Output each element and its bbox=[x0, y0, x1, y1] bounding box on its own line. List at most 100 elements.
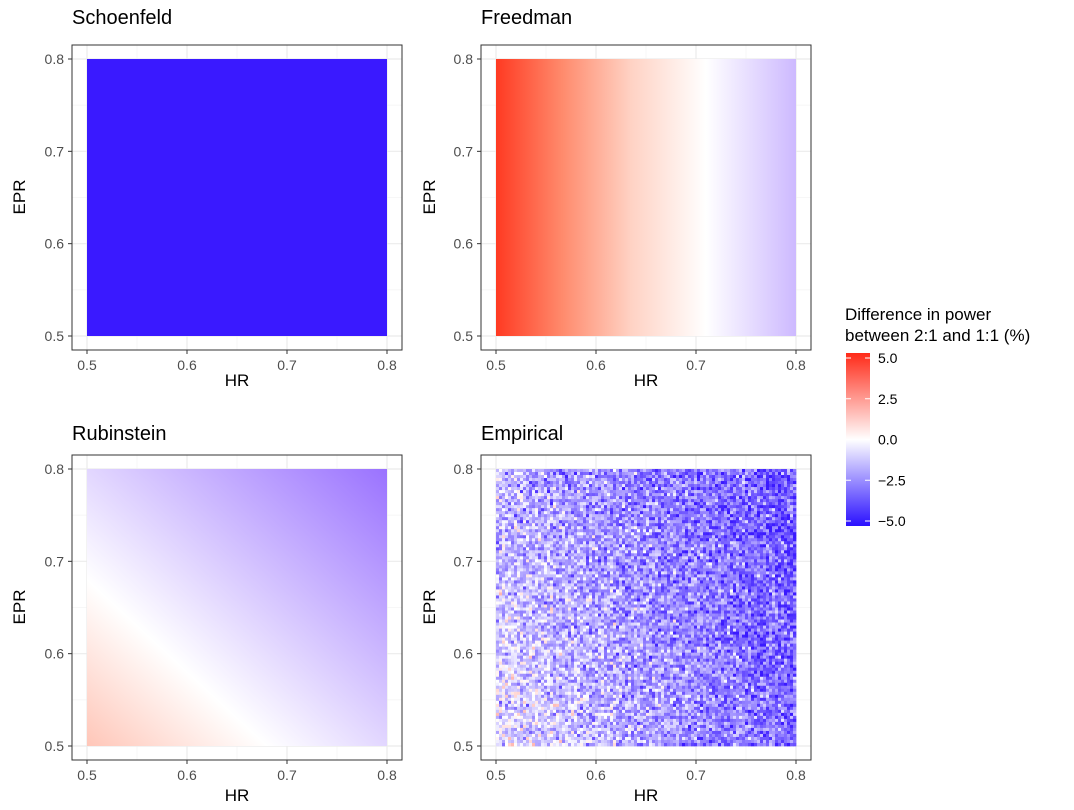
heatmap-cell bbox=[523, 583, 527, 587]
heatmap-cell bbox=[679, 526, 683, 530]
heatmap-cell bbox=[715, 589, 719, 593]
heatmap-cell bbox=[598, 610, 602, 614]
heatmap-cell bbox=[502, 592, 506, 596]
heatmap-cell bbox=[778, 502, 782, 506]
heatmap-cell bbox=[673, 610, 677, 614]
heatmap-cell bbox=[742, 484, 746, 488]
heatmap-cell bbox=[697, 472, 701, 476]
heatmap-cell bbox=[613, 595, 617, 599]
heatmap-cell bbox=[673, 571, 677, 575]
heatmap-cell bbox=[754, 472, 758, 476]
heatmap-cell bbox=[670, 607, 674, 611]
heatmap-cell bbox=[688, 565, 692, 569]
heatmap-cell bbox=[727, 604, 731, 608]
heatmap-cell bbox=[538, 604, 542, 608]
heatmap-cell bbox=[727, 610, 731, 614]
heatmap-cell bbox=[619, 469, 623, 473]
heatmap-cell bbox=[760, 589, 764, 593]
heatmap-cell bbox=[751, 610, 755, 614]
heatmap-cell bbox=[547, 559, 551, 563]
heatmap-cell bbox=[574, 556, 578, 560]
heatmap-cell bbox=[535, 556, 539, 560]
heatmap-cell bbox=[706, 565, 710, 569]
heatmap-cell bbox=[580, 499, 584, 503]
heatmap-cell bbox=[772, 469, 776, 473]
heatmap-cell bbox=[787, 469, 791, 473]
x-tick-label: 0.7 bbox=[277, 767, 297, 783]
heatmap-cell bbox=[784, 598, 788, 602]
heatmap-cell bbox=[502, 514, 506, 518]
heatmap-cell bbox=[586, 523, 590, 527]
heatmap-cell bbox=[538, 610, 542, 614]
heatmap-cell bbox=[577, 523, 581, 527]
heatmap-cell bbox=[700, 607, 704, 611]
heatmap-cell bbox=[661, 502, 665, 506]
heatmap-cell bbox=[505, 517, 509, 521]
heatmap-cell bbox=[592, 601, 596, 605]
heatmap-cell bbox=[607, 571, 611, 575]
heatmap-cell bbox=[649, 544, 653, 548]
heatmap-cell bbox=[580, 529, 584, 533]
heatmap-cell bbox=[790, 541, 794, 545]
heatmap-cell bbox=[769, 547, 773, 551]
heatmap-cell bbox=[757, 568, 761, 572]
heatmap-cell bbox=[637, 505, 641, 509]
heatmap-cell bbox=[724, 532, 728, 536]
heatmap-cell bbox=[616, 583, 620, 587]
heatmap-cell bbox=[736, 559, 740, 563]
heatmap-cell bbox=[562, 481, 566, 485]
heatmap-cell bbox=[766, 553, 770, 557]
heatmap-cell bbox=[562, 487, 566, 491]
heatmap-cell bbox=[592, 595, 596, 599]
heatmap-cell bbox=[727, 574, 731, 578]
heatmap-cell bbox=[529, 505, 533, 509]
heatmap-cell bbox=[793, 532, 797, 536]
heatmap-cell bbox=[733, 580, 737, 584]
heatmap-cell bbox=[682, 517, 686, 521]
heatmap-cell bbox=[619, 508, 623, 512]
heatmap-cell bbox=[670, 613, 674, 617]
heatmap-cell bbox=[496, 538, 500, 542]
heatmap-cell bbox=[751, 580, 755, 584]
heatmap-cell bbox=[520, 553, 524, 557]
heatmap-cell bbox=[625, 544, 629, 548]
heatmap-cell bbox=[643, 577, 647, 581]
heatmap-cell bbox=[664, 613, 668, 617]
heatmap-cell bbox=[619, 598, 623, 602]
heatmap-cell bbox=[592, 577, 596, 581]
heatmap-cell bbox=[757, 472, 761, 476]
heatmap-cell bbox=[532, 532, 536, 536]
heatmap-cell bbox=[742, 496, 746, 500]
heatmap-cell bbox=[700, 589, 704, 593]
heatmap-cell bbox=[790, 496, 794, 500]
heatmap-cell bbox=[778, 541, 782, 545]
heatmap-cell bbox=[754, 478, 758, 482]
heatmap-cell bbox=[649, 550, 653, 554]
heatmap-cell bbox=[559, 496, 563, 500]
heatmap-cell bbox=[745, 541, 749, 545]
heatmap-cell bbox=[655, 493, 659, 497]
heatmap-cell bbox=[511, 514, 515, 518]
heatmap-cell bbox=[697, 520, 701, 524]
heatmap-cell bbox=[757, 481, 761, 485]
heatmap-cell bbox=[772, 586, 776, 590]
heatmap-cell bbox=[790, 520, 794, 524]
heatmap-cell bbox=[787, 562, 791, 566]
heatmap-cell bbox=[586, 601, 590, 605]
heatmap-cell bbox=[571, 607, 575, 611]
heatmap-cell bbox=[640, 565, 644, 569]
heatmap-cell bbox=[658, 574, 662, 578]
heatmap-cell bbox=[526, 514, 530, 518]
heatmap-cell bbox=[544, 604, 548, 608]
heatmap-cell bbox=[658, 475, 662, 479]
heatmap-cell bbox=[694, 553, 698, 557]
heatmap-cell bbox=[760, 586, 764, 590]
heatmap-cell bbox=[559, 517, 563, 521]
heatmap-cell bbox=[757, 538, 761, 542]
heatmap-cell bbox=[526, 478, 530, 482]
heatmap-cell bbox=[520, 601, 524, 605]
heatmap-cell bbox=[628, 538, 632, 542]
heatmap-cell bbox=[514, 610, 518, 614]
heatmap-cell bbox=[517, 577, 521, 581]
